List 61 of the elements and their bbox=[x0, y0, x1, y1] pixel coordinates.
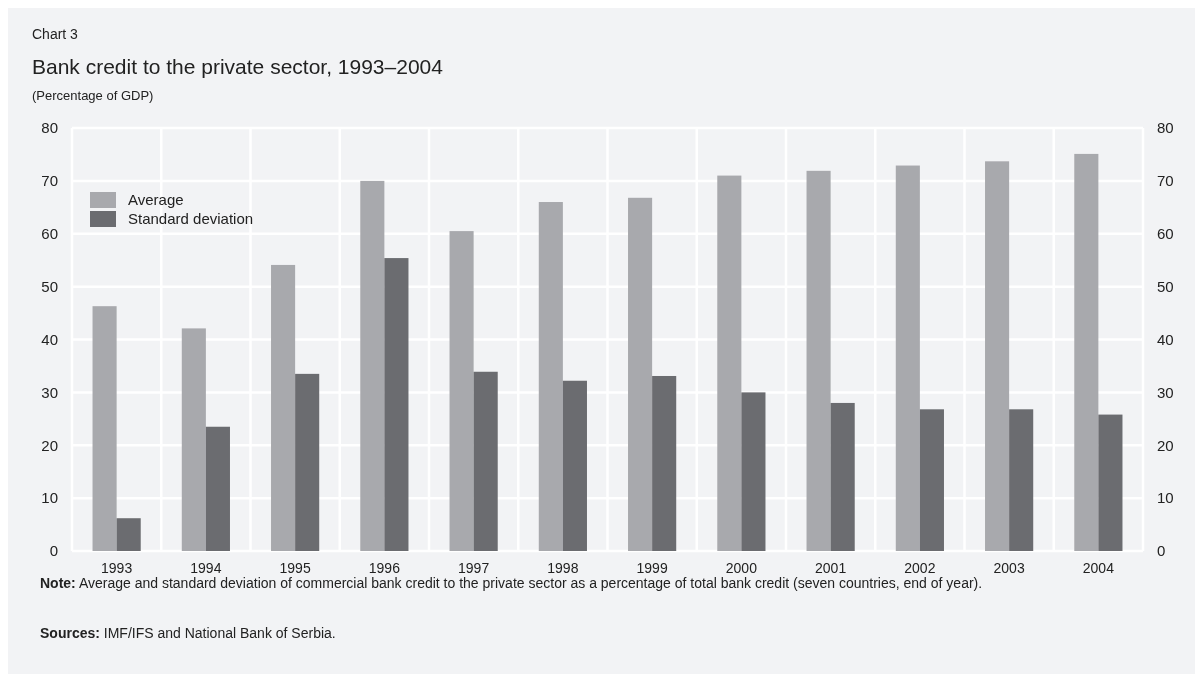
bar bbox=[205, 426, 230, 551]
x-tick-label: 1996 bbox=[368, 560, 401, 576]
x-tick-label: 2000 bbox=[725, 560, 758, 576]
x-tick-label: 1993 bbox=[101, 560, 133, 576]
chart-title: Bank credit to the private sector, 1993–2004 bbox=[32, 55, 444, 78]
bar bbox=[473, 371, 498, 551]
bar bbox=[181, 328, 206, 551]
bar bbox=[295, 373, 320, 551]
x-tick-label: 2003 bbox=[993, 560, 1025, 576]
bar bbox=[895, 165, 920, 551]
legend-label: Standard deviation bbox=[128, 210, 254, 228]
legend-label: Average bbox=[128, 191, 184, 209]
y2-tick-label: 20 bbox=[1157, 436, 1174, 454]
y-tick-label: 0 bbox=[49, 542, 58, 560]
y-tick-label: 80 bbox=[41, 119, 58, 137]
x-tick-label: 2004 bbox=[1082, 560, 1115, 576]
text: Note: Average and standard deviation of commercial bank credit to the private sector as a percentage of total bank credit (seven countries, end of year). bbox=[40, 575, 983, 591]
bar bbox=[562, 380, 587, 551]
bar bbox=[271, 264, 296, 551]
bar bbox=[830, 402, 855, 551]
x-tick-label: 2001 bbox=[815, 560, 847, 576]
bar bbox=[538, 202, 563, 551]
bar bbox=[1009, 409, 1034, 551]
y-tick-label: 70 bbox=[41, 172, 58, 190]
y2-tick-label: 70 bbox=[1157, 172, 1174, 190]
x-tick-label: 1995 bbox=[279, 560, 311, 576]
x-tick-label: 2002 bbox=[904, 560, 936, 576]
bar bbox=[1074, 153, 1099, 551]
x-tick-label: 1998 bbox=[547, 560, 579, 576]
chart-subtitle: (Percentage of GDP) bbox=[32, 88, 154, 103]
x-tick-label: 1999 bbox=[636, 560, 668, 576]
y-tick-label: 50 bbox=[41, 277, 58, 295]
y-tick-label: 20 bbox=[41, 436, 58, 454]
bar bbox=[360, 180, 385, 551]
bar bbox=[92, 306, 117, 551]
y-tick-label: 60 bbox=[41, 225, 58, 242]
bar bbox=[1098, 414, 1123, 551]
y2-tick-label: 60 bbox=[1157, 225, 1174, 242]
bar bbox=[741, 392, 766, 551]
y2-tick-label: 80 bbox=[1157, 119, 1174, 137]
bar bbox=[449, 231, 474, 551]
y2-tick-label: 10 bbox=[1157, 489, 1174, 507]
y2-tick-label: 30 bbox=[1157, 383, 1174, 401]
bar bbox=[652, 375, 677, 551]
y2-tick-label: 50 bbox=[1157, 277, 1174, 295]
y-tick-label: 10 bbox=[41, 489, 58, 507]
bar bbox=[384, 258, 409, 551]
bar bbox=[985, 161, 1010, 551]
source-note: Sources: IMF/IFS and National Bank of Serbia. bbox=[40, 625, 336, 641]
x-tick-label: 1997 bbox=[458, 560, 490, 576]
bar bbox=[919, 409, 944, 551]
y-tick-label: 40 bbox=[41, 330, 58, 348]
y2-tick-label: 40 bbox=[1157, 330, 1174, 348]
bar bbox=[806, 170, 831, 551]
x-tick-label: 1994 bbox=[190, 560, 222, 576]
bar bbox=[116, 518, 141, 551]
bar bbox=[628, 197, 653, 551]
y2-tick-label: 0 bbox=[1157, 542, 1166, 560]
bar bbox=[717, 175, 742, 551]
caption: Chart 3 bbox=[32, 26, 79, 42]
y-tick-label: 30 bbox=[41, 383, 58, 401]
